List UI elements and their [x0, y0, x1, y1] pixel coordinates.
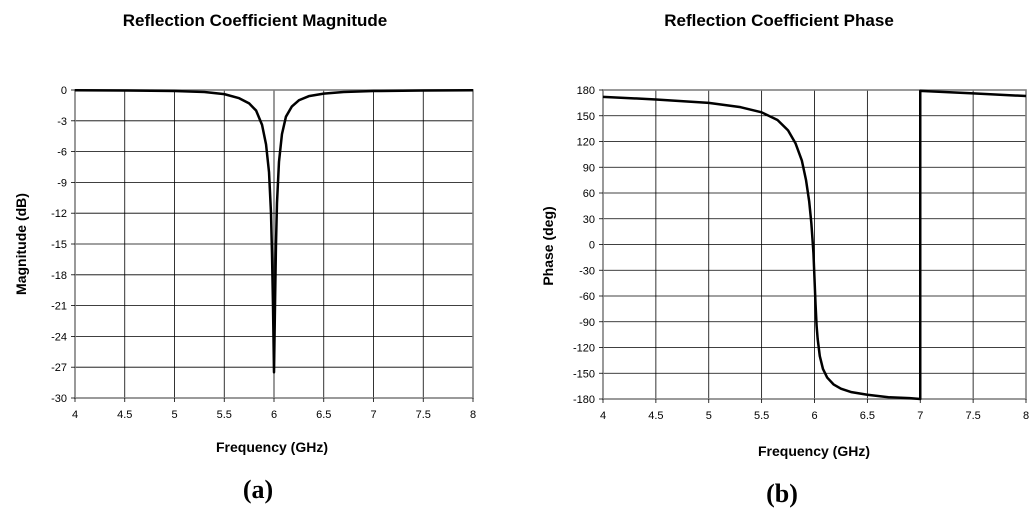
phase-y-tick-label: 60 — [583, 188, 595, 200]
phase-y-ticks: 180 150 120 90 60 30 0 -30 -60 -90 -120 -150 -180 — [573, 85, 603, 406]
phase-y-tick-label: -180 — [573, 394, 595, 406]
magnitude-y-tick-label: -18 — [51, 270, 67, 282]
phase-x-tick-label: 7 — [917, 410, 923, 422]
phase-y-tick-label: -150 — [573, 368, 595, 380]
magnitude-x-tick-label: 5.5 — [217, 409, 232, 421]
phase-y-tick-label: 30 — [583, 214, 595, 226]
phase-x-tick-label: 8 — [1023, 410, 1029, 422]
magnitude-y-tick-label: -3 — [57, 116, 67, 128]
panel-label-b: (b) — [766, 479, 798, 508]
phase-y-tick-label: 0 — [589, 240, 595, 252]
magnitude-x-tick-label: 6 — [271, 409, 277, 421]
phase-y-tick-label: -120 — [573, 343, 595, 355]
magnitude-x-ticks: 4 4.5 5 5.5 6 6.5 7 7.5 8 — [72, 398, 476, 421]
magnitude-x-tick-label: 7 — [370, 409, 376, 421]
magnitude-y-tick-label: -30 — [51, 393, 67, 405]
magnitude-y-tick-label: -12 — [51, 208, 67, 220]
phase-series-line — [602, 89, 1027, 401]
phase-x-ticks: 4 4.5 5 5.5 6 6.5 7 7.5 8 — [600, 399, 1029, 422]
phase-x-tick-label: 5 — [706, 410, 712, 422]
magnitude-x-tick-label: 6.5 — [316, 409, 331, 421]
phase-x-tick-label: 4.5 — [648, 410, 663, 422]
magnitude-y-tick-label: -15 — [51, 239, 67, 251]
magnitude-series-line — [74, 88, 474, 374]
phase-y-tick-label: 120 — [577, 137, 595, 149]
magnitude-y-tick-label: -6 — [57, 147, 67, 159]
phase-chart-title: Reflection Coefficient Phase — [664, 11, 894, 30]
magnitude-x-tick-label: 4.5 — [117, 409, 132, 421]
phase-x-tick-label: 4 — [600, 410, 606, 422]
phase-y-axis-label: Phase (deg) — [540, 206, 556, 285]
phase-chart: Reflection Coefficient Phase 180 150 120 90… — [540, 11, 1029, 508]
magnitude-x-tick-label: 8 — [470, 409, 476, 421]
phase-y-tick-label: 90 — [583, 162, 595, 174]
phase-y-tick-label: -30 — [579, 265, 595, 277]
panel-label-a: (a) — [243, 475, 273, 504]
phase-x-tick-label: 5.5 — [754, 410, 769, 422]
magnitude-y-axis-label: Magnitude (dB) — [13, 193, 29, 295]
phase-x-axis-label: Frequency (GHz) — [758, 443, 870, 459]
phase-x-tick-label: 7.5 — [965, 410, 980, 422]
magnitude-y-tick-label: -27 — [51, 362, 67, 374]
magnitude-chart: Reflection Coefficient Magnitude 0 -3 -6 -9… — [13, 11, 476, 504]
magnitude-y-tick-label: -21 — [51, 301, 67, 313]
phase-y-tick-label: 180 — [577, 85, 595, 97]
phase-gridlines — [602, 89, 1027, 400]
phase-y-tick-label: -90 — [579, 317, 595, 329]
magnitude-y-tick-label: -9 — [57, 177, 67, 189]
phase-x-tick-label: 6 — [811, 410, 817, 422]
magnitude-y-ticks: 0 -3 -6 -9 -12 -15 -18 -21 -24 -27 -30 — [51, 85, 75, 405]
magnitude-y-tick-label: -24 — [51, 331, 67, 343]
magnitude-x-tick-label: 5 — [171, 409, 177, 421]
phase-y-tick-label: 150 — [577, 111, 595, 123]
magnitude-y-tick-label: 0 — [61, 85, 67, 97]
magnitude-x-axis-label: Frequency (GHz) — [216, 439, 328, 455]
phase-x-tick-label: 6.5 — [860, 410, 875, 422]
phase-y-tick-label: -60 — [579, 291, 595, 303]
magnitude-chart-title: Reflection Coefficient Magnitude — [123, 11, 387, 30]
magnitude-x-tick-label: 7.5 — [416, 409, 431, 421]
magnitude-x-tick-label: 4 — [72, 409, 78, 421]
